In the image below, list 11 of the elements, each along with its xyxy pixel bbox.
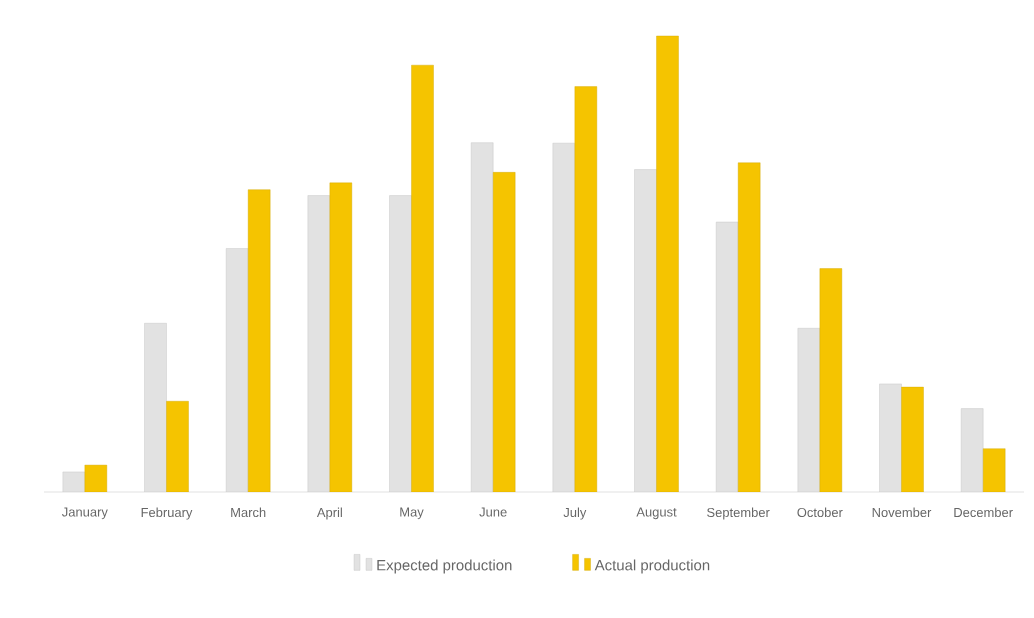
bar — [492, 172, 516, 492]
bar — [411, 64, 434, 492]
bar — [901, 386, 924, 492]
bar — [166, 401, 189, 492]
bar — [819, 268, 843, 492]
bar — [329, 182, 353, 492]
bar — [737, 162, 761, 492]
bar — [574, 86, 598, 492]
bar — [656, 35, 679, 492]
bar — [982, 448, 1006, 492]
bar — [247, 189, 271, 492]
